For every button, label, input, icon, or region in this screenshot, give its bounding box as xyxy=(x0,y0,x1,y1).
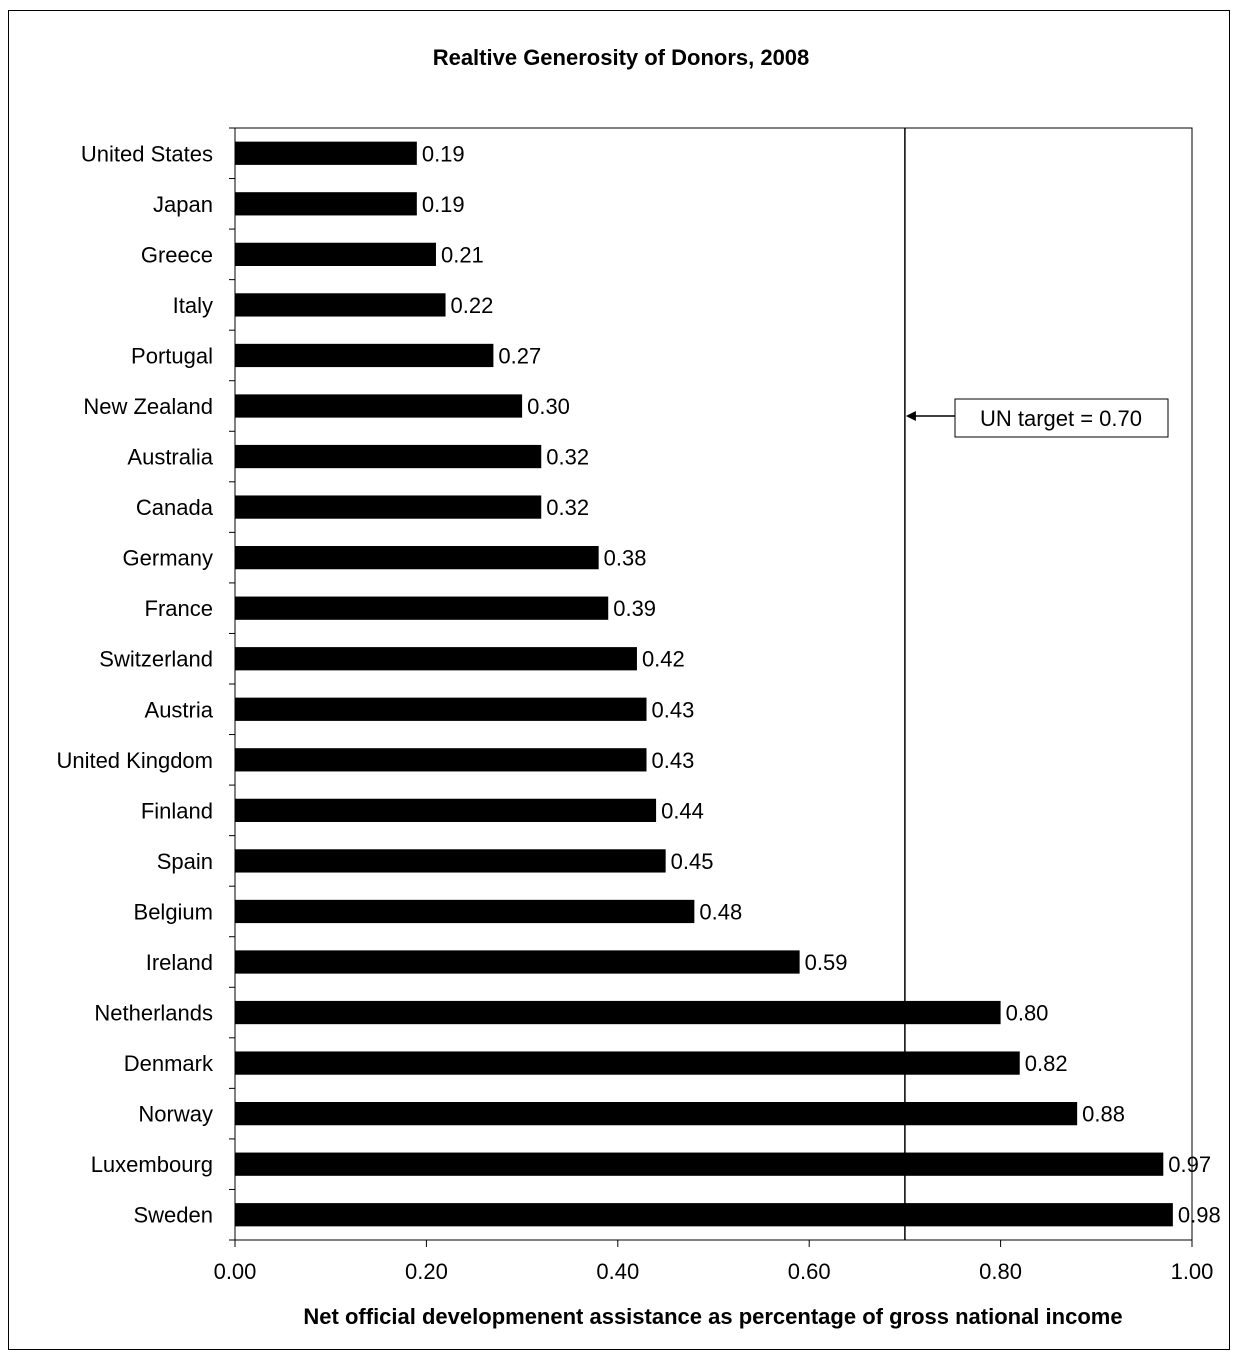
value-label: 0.82 xyxy=(1025,1051,1068,1076)
value-label: 0.88 xyxy=(1082,1102,1125,1127)
value-label: 0.19 xyxy=(422,192,465,217)
category-label: Greece xyxy=(141,242,213,267)
value-label: 0.98 xyxy=(1178,1203,1221,1228)
bar-united-kingdom xyxy=(235,748,647,772)
category-label: Finland xyxy=(141,798,213,823)
category-label: Italy xyxy=(173,293,213,318)
bar-ireland xyxy=(235,950,800,974)
value-label: 0.38 xyxy=(604,546,647,571)
value-label: 0.45 xyxy=(671,849,714,874)
category-label: New Zealand xyxy=(83,394,213,419)
value-label: 0.48 xyxy=(699,899,742,924)
category-label: Netherlands xyxy=(94,1001,213,1026)
value-label: 0.80 xyxy=(1006,1001,1049,1026)
category-label: France xyxy=(145,596,213,621)
x-tick-label: 0.00 xyxy=(214,1259,257,1284)
category-label: Belgium xyxy=(134,899,213,924)
category-label: Ireland xyxy=(146,950,213,975)
category-label: United Kingdom xyxy=(56,748,213,773)
bar-france xyxy=(235,596,609,620)
arrow-head-icon xyxy=(905,411,916,421)
bar-portugal xyxy=(235,343,494,368)
bar-netherlands xyxy=(235,1000,1001,1025)
category-label: Spain xyxy=(157,849,213,874)
category-label: Norway xyxy=(138,1102,213,1127)
value-label: 0.39 xyxy=(613,596,656,621)
value-label: 0.19 xyxy=(422,141,465,166)
bar-switzerland xyxy=(235,647,637,671)
value-labels: 0.19 0.19 0.21 0.220.27 0.30 0.32 0.32 0.38 0.39… xyxy=(422,141,1221,1227)
chart-frame xyxy=(8,10,1230,1350)
bar-sweden xyxy=(235,1203,1173,1227)
value-label: 0.43 xyxy=(652,697,695,722)
bar-united-states xyxy=(235,141,417,165)
bar-canada xyxy=(235,495,542,519)
category-label: United States xyxy=(81,141,213,166)
x-tick-label: 0.40 xyxy=(596,1259,639,1284)
x-tick-label: 0.20 xyxy=(405,1259,448,1284)
bar-greece xyxy=(235,242,436,266)
bars-group xyxy=(235,141,1173,1227)
un-target-annotation: UN target = 0.70 xyxy=(904,128,1169,1240)
bar-norway xyxy=(235,1102,1078,1126)
value-label: 0.97 xyxy=(1168,1152,1211,1177)
y-axis-ticks xyxy=(229,127,235,1241)
value-label: 0.32 xyxy=(546,445,589,470)
bar-japan xyxy=(235,192,417,216)
x-tick-label: 0.60 xyxy=(788,1259,831,1284)
un-target-label: UN target = 0.70 xyxy=(980,406,1142,431)
category-labels: United States Japan Greece Italy Portugal New… xyxy=(56,141,214,1227)
bar-austria xyxy=(235,697,647,721)
bar-new-zealand xyxy=(235,394,523,418)
chart-title: Realtive Generosity of Donors, 2008 xyxy=(433,45,810,70)
category-label: Australia xyxy=(127,445,213,470)
bar-italy xyxy=(235,293,446,317)
category-label: Denmark xyxy=(124,1051,214,1076)
value-label: 0.43 xyxy=(652,748,695,773)
value-label: 0.21 xyxy=(441,242,484,267)
category-label: Switzerland xyxy=(99,647,213,672)
value-label: 0.27 xyxy=(498,343,541,368)
category-label: Germany xyxy=(123,546,213,571)
category-label: Portugal xyxy=(131,343,213,368)
bar-belgium xyxy=(235,899,695,924)
x-axis-label: Net official developmenent assistance as… xyxy=(303,1304,1122,1329)
bar-luxembourg xyxy=(235,1152,1164,1176)
value-label: 0.44 xyxy=(661,798,704,823)
bar-denmark xyxy=(235,1051,1020,1075)
value-label: 0.59 xyxy=(805,950,848,975)
category-label: Luxembourg xyxy=(91,1152,213,1177)
category-label: Japan xyxy=(153,192,213,217)
value-label: 0.30 xyxy=(527,394,570,419)
bar-spain xyxy=(235,849,666,873)
x-tick-label: 0.80 xyxy=(979,1259,1022,1284)
category-label: Sweden xyxy=(133,1203,213,1228)
bar-australia xyxy=(235,444,542,469)
bar-finland xyxy=(235,798,657,822)
value-label: 0.42 xyxy=(642,647,685,672)
bar-germany xyxy=(235,546,599,570)
category-label: Austria xyxy=(145,697,214,722)
value-label: 0.22 xyxy=(451,293,494,318)
x-axis-ticks: 0.00 0.20 0.40 0.60 0.80 1.00 xyxy=(214,1240,1214,1284)
un-target-label-box xyxy=(954,398,1169,438)
value-label: 0.32 xyxy=(546,495,589,520)
category-label: Canada xyxy=(136,495,214,520)
x-tick-label: 1.00 xyxy=(1171,1259,1214,1284)
